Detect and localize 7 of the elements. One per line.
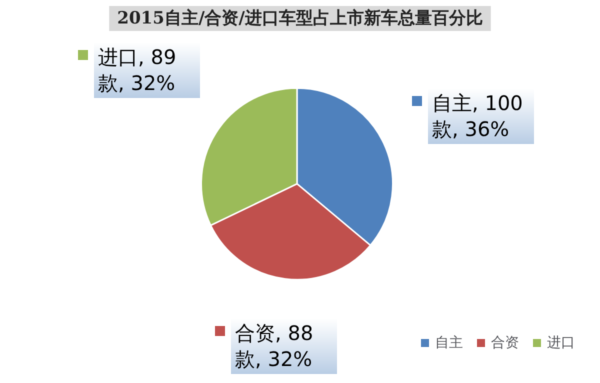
legend-label: 合资: [491, 335, 519, 351]
data-label: 进口, 89 款, 32%: [98, 45, 183, 95]
legend-label: 进口: [547, 335, 575, 351]
chart-title: 2015自主/合资/进口车型占上市新车总量百分比: [117, 8, 483, 28]
data-label: 合资, 88 款, 32%: [235, 321, 320, 371]
data-label: 自主, 100 款, 36%: [432, 91, 530, 141]
legend-label: 自主: [435, 335, 463, 351]
